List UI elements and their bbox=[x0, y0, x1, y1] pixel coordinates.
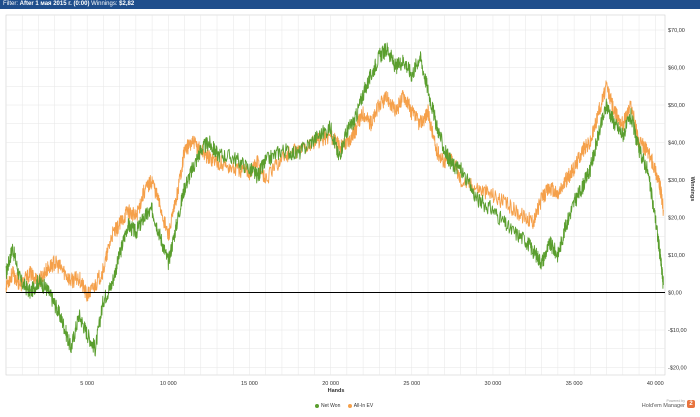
branding: Powered by Hold'em Manager 2 bbox=[642, 398, 695, 410]
x-tick-label: 5 000 bbox=[80, 381, 94, 387]
legend-item-all-in-ev[interactable]: All-In EV bbox=[347, 402, 374, 410]
x-tick-label: 20 000 bbox=[322, 381, 339, 387]
axes: 5 000 10 000 15 000 20 000 25 000 30 000 35 00… bbox=[80, 28, 686, 387]
legend-label-net-won: Net Won bbox=[321, 403, 341, 409]
x-axis-label: Hands bbox=[328, 388, 345, 394]
legend-marker-net-won bbox=[315, 404, 319, 408]
chart-legend: Net Won All-In EV bbox=[315, 402, 379, 410]
x-tick-label: 30 000 bbox=[485, 381, 502, 387]
winnings-label: Winnings: bbox=[91, 1, 118, 7]
legend-marker-all-in-ev bbox=[347, 404, 352, 408]
legend-label-all-in-ev: All-In EV bbox=[353, 403, 374, 409]
series-line-net-won bbox=[5, 42, 664, 357]
y-tick-label: $30,00 bbox=[668, 178, 685, 184]
y-tick-label: $0,00 bbox=[668, 291, 682, 297]
grid bbox=[5, 14, 666, 376]
x-tick-label: 10 000 bbox=[160, 381, 177, 387]
powered-by-text: Powered by bbox=[666, 399, 685, 403]
y-tick-label: $10,00 bbox=[668, 253, 685, 259]
series-layer bbox=[5, 42, 665, 357]
x-tick-label: 25 000 bbox=[403, 381, 420, 387]
y-tick-label: -$10,00 bbox=[668, 328, 687, 334]
plot-frame bbox=[5, 14, 666, 376]
y-tick-label: $70,00 bbox=[668, 28, 685, 34]
x-tick-label: 15 000 bbox=[241, 381, 258, 387]
series-line-all-in-ev bbox=[5, 80, 664, 302]
chart-area: 5 000 10 000 15 000 20 000 25 000 30 000 35 00… bbox=[0, 9, 700, 412]
brand-name: Hold'em Manager bbox=[641, 403, 685, 409]
filter-header: Filter: After 1 мая 2015 г. (0:00) Winni… bbox=[0, 0, 700, 9]
legend-item-net-won[interactable]: Net Won bbox=[315, 402, 340, 410]
y-tick-label: -$20,00 bbox=[668, 366, 687, 372]
hem-logo-icon: 2 bbox=[687, 400, 695, 408]
filter-value: After 1 мая 2015 г. (0:00) bbox=[19, 1, 90, 7]
y-tick-label: $50,00 bbox=[668, 103, 685, 109]
x-tick-label: 35 000 bbox=[566, 381, 583, 387]
y-tick-label: $40,00 bbox=[668, 141, 685, 147]
x-tick-label: 40 000 bbox=[647, 381, 664, 387]
y-axis-label: Winnings bbox=[689, 177, 695, 202]
winnings-value: $2,82 bbox=[119, 1, 135, 7]
y-tick-label: $20,00 bbox=[668, 216, 685, 222]
y-tick-label: $60,00 bbox=[668, 66, 685, 72]
winnings-graph: 5 000 10 000 15 000 20 000 25 000 30 000 35 00… bbox=[5, 14, 695, 394]
filter-label: Filter: bbox=[3, 1, 18, 7]
